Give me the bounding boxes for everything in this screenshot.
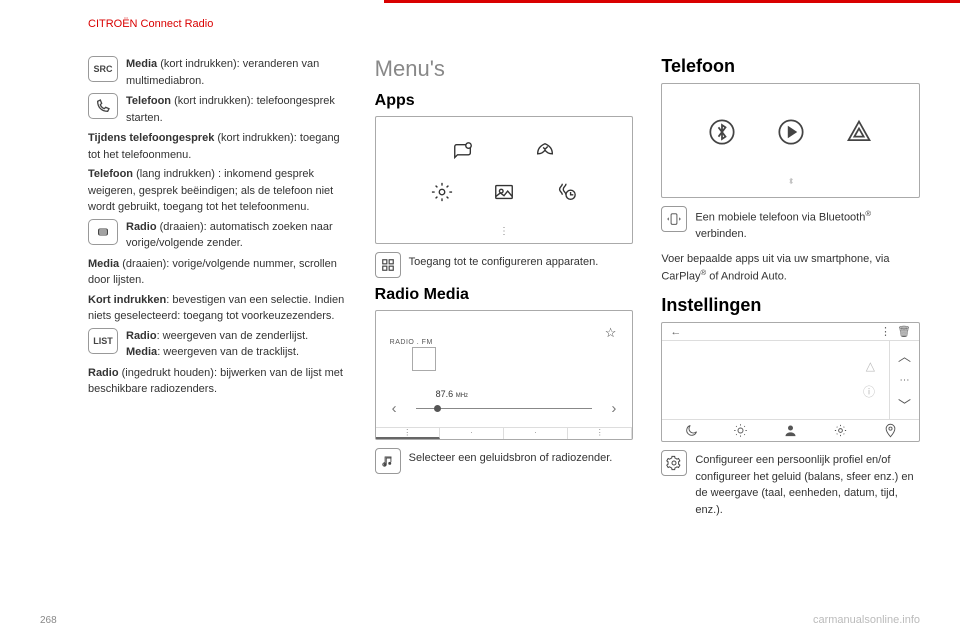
moon-icon bbox=[684, 423, 699, 438]
apps-more-icon: ⋮ bbox=[499, 226, 509, 237]
phone-row: Telefoon (kort indrukken): telefoongespr… bbox=[88, 93, 347, 126]
settings-back-icon: ← bbox=[670, 326, 681, 338]
kort-indrukken-text: Kort indrukken: bevestigen van een selec… bbox=[88, 292, 347, 325]
radio-media-heading: Radio Media bbox=[375, 286, 634, 304]
content-columns: SRC Media (kort indrukken): veranderen v… bbox=[88, 56, 920, 526]
telefoon-heading: Telefoon bbox=[661, 56, 920, 77]
tijdens-text: Tijdens telefoongesprek (kort indrukken)… bbox=[88, 130, 347, 163]
column-right: Telefoon Een mobiele telefoon via Blueto… bbox=[661, 56, 920, 526]
radio-tab-1: ⋮ bbox=[376, 428, 440, 439]
settings-caption-row: Configureer een persoonlijk profiel en/o… bbox=[661, 450, 920, 518]
header-red-bar bbox=[384, 0, 960, 3]
radio-caption: Selecteer een geluidsbron of radiozender… bbox=[409, 448, 634, 467]
telefoon-lang-text: Telefoon (lang indrukken) : inkomend ges… bbox=[88, 166, 347, 216]
settings-menu-icons: ⋮ 🗑 bbox=[880, 325, 911, 338]
heat-timer-icon bbox=[555, 181, 577, 203]
settings-scroll: ︿ ⋯ ﹀ bbox=[889, 341, 919, 419]
photos-icon bbox=[493, 181, 515, 203]
phone-bt-small-icon bbox=[786, 176, 796, 189]
apps-caption: Toegang tot te configureren apparaten. bbox=[409, 252, 634, 271]
apps-screenshot: ⋮ bbox=[375, 116, 634, 244]
phone-screenshot bbox=[661, 83, 920, 198]
settings-warning-icon: △ bbox=[866, 359, 875, 373]
carplay-icon bbox=[777, 118, 805, 146]
settings-dots-icon: ⋯ bbox=[900, 375, 910, 386]
phone-link-icon bbox=[661, 206, 687, 232]
apps-caption-row: Toegang tot te configureren apparaten. bbox=[375, 252, 634, 278]
favorite-leaf-icon bbox=[534, 141, 556, 163]
bluetooth-circle-icon bbox=[708, 118, 736, 146]
radio-thumbnail bbox=[412, 347, 436, 371]
pin-gear-icon bbox=[883, 423, 898, 438]
radio-caption-row: Selecteer een geluidsbron of radiozender… bbox=[375, 448, 634, 474]
radio-next-icon: › bbox=[611, 400, 616, 417]
telefoon-short-text: Telefoon (kort indrukken): telefoongespr… bbox=[126, 93, 347, 126]
radio-prev-icon: ‹ bbox=[392, 400, 397, 417]
brightness-icon bbox=[733, 423, 748, 438]
list-button-icon: LIST bbox=[88, 328, 118, 354]
page-header: CITROËN Connect Radio bbox=[88, 18, 213, 30]
apps-heading: Apps bbox=[375, 92, 634, 110]
gear-icon bbox=[661, 450, 687, 476]
radio-tabs: ⋮ · · ⋮ bbox=[376, 427, 633, 439]
settings-info-icon: ⓘ bbox=[863, 383, 875, 400]
profile-icon bbox=[783, 423, 798, 438]
radio-band-label: RADIO . FM bbox=[390, 339, 433, 346]
radio-tune-bar bbox=[416, 408, 593, 409]
settings-down-icon: ﹀ bbox=[898, 395, 911, 414]
settings-screenshot: ← ⋮ 🗑 △ ⓘ ︿ ⋯ ﹀ bbox=[661, 322, 920, 442]
list-row: LIST Radio: weergeven van de zenderlijst… bbox=[88, 328, 347, 361]
radio-tab-2: · bbox=[440, 428, 504, 439]
phone-handset-icon bbox=[88, 93, 118, 119]
messages-icon bbox=[452, 141, 474, 163]
watermark: carmanualsonline.info bbox=[813, 614, 920, 626]
gear-sun-icon bbox=[833, 423, 848, 438]
music-note-icon bbox=[375, 448, 401, 474]
src-button-icon: SRC bbox=[88, 56, 118, 82]
column-middle: Menu's Apps ⋮ Toegang tot te configurere… bbox=[375, 56, 634, 526]
radio-frequency: 87.6 MHz bbox=[436, 389, 468, 399]
bt-caption: Een mobiele telefoon via Bluetooth® verb… bbox=[695, 206, 920, 243]
column-left: SRC Media (kort indrukken): veranderen v… bbox=[88, 56, 347, 526]
radio-tab-4: ⋮ bbox=[568, 428, 632, 439]
apps-grid-icon bbox=[375, 252, 401, 278]
instellingen-heading: Instellingen bbox=[661, 295, 920, 316]
settings-bottom-bar bbox=[662, 419, 919, 441]
bt-caption-row: Een mobiele telefoon via Bluetooth® verb… bbox=[661, 206, 920, 243]
settings-up-icon: ︿ bbox=[898, 346, 911, 365]
page-number: 268 bbox=[40, 615, 57, 626]
bt-body: Voer bepaalde apps uit via uw smartphone… bbox=[661, 251, 920, 286]
radio-star-icon: ☆ bbox=[605, 325, 617, 341]
radio-screenshot: ☆ RADIO . FM 87.6 MHz ‹ › ⋮ · · ⋮ bbox=[375, 310, 634, 440]
radio-houden-text: Radio (ingedrukt houden): bijwerken van … bbox=[88, 365, 347, 398]
dial-row: Radio (draaien): automatisch zoeken naar… bbox=[88, 219, 347, 252]
menus-heading: Menu's bbox=[375, 56, 634, 82]
dial-icon bbox=[88, 219, 118, 245]
settings-gear-icon bbox=[431, 181, 453, 203]
settings-caption: Configureer een persoonlijk profiel en/o… bbox=[695, 450, 920, 518]
radio-draaien-text: Radio (draaien): automatisch zoeken naar… bbox=[126, 219, 347, 252]
src-row: SRC Media (kort indrukken): veranderen v… bbox=[88, 56, 347, 89]
media-short-text: Media (kort indrukken): veranderen van m… bbox=[126, 56, 347, 89]
media-draaien-text: Media (draaien): vorige/volgende nummer,… bbox=[88, 256, 347, 289]
settings-topbar: ← ⋮ 🗑 bbox=[662, 323, 919, 341]
android-auto-icon bbox=[845, 118, 873, 146]
list-text: Radio: weergeven van de zenderlijst.Medi… bbox=[126, 328, 347, 361]
radio-tab-3: · bbox=[504, 428, 568, 439]
radio-tune-dot bbox=[434, 405, 441, 412]
